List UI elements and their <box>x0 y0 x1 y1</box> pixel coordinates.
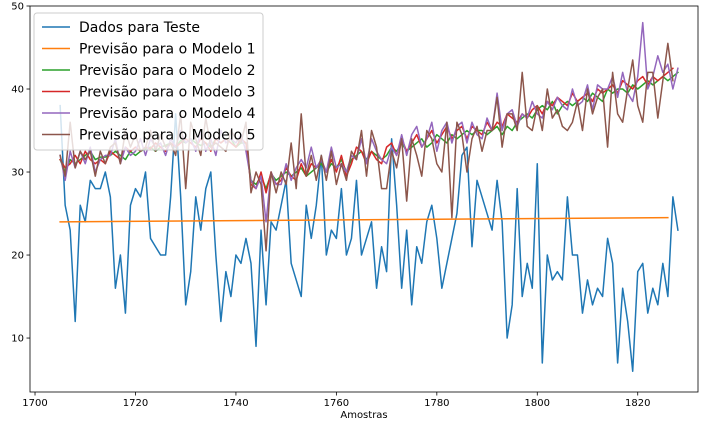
series-line-2 <box>59 216 669 223</box>
x-tick-label: 1760 <box>324 398 349 409</box>
legend-label-1: Dados para Teste <box>79 20 200 36</box>
series-line-1 <box>59 104 679 372</box>
x-axis-label: Amostras <box>340 410 387 421</box>
legend-label-3: Previsão para o Modelo 2 <box>79 63 256 79</box>
x-tick-label: 1820 <box>625 398 650 409</box>
x-tick-label: 1720 <box>123 398 148 409</box>
legend-label-5: Previsão para o Modelo 4 <box>79 106 256 122</box>
x-tick-label: 1700 <box>22 398 47 409</box>
axes: 1700 1720 1740 1760 1780 1800 1820 10 20 30 40 50 <box>11 2 699 409</box>
x-tick-label: 1800 <box>525 398 550 409</box>
legend-label-2: Previsão para o Modelo 1 <box>79 42 256 58</box>
y-tick-label: 20 <box>11 251 24 262</box>
x-tick-label: 1780 <box>424 398 449 409</box>
legend: Dados para Teste Previsão para o Modelo 1… <box>33 12 264 151</box>
y-tick-label: 40 <box>11 85 24 96</box>
y-tick-label: 30 <box>11 168 24 179</box>
legend-label-6: Previsão para o Modelo 5 <box>79 128 256 144</box>
y-tick-label: 10 <box>11 334 24 345</box>
legend-box <box>33 12 264 151</box>
plot-frame <box>29 5 699 393</box>
x-tick-label: 1740 <box>223 398 248 409</box>
legend-label-4: Previsão para o Modelo 3 <box>79 85 256 101</box>
y-tick-label: 50 <box>11 2 24 13</box>
